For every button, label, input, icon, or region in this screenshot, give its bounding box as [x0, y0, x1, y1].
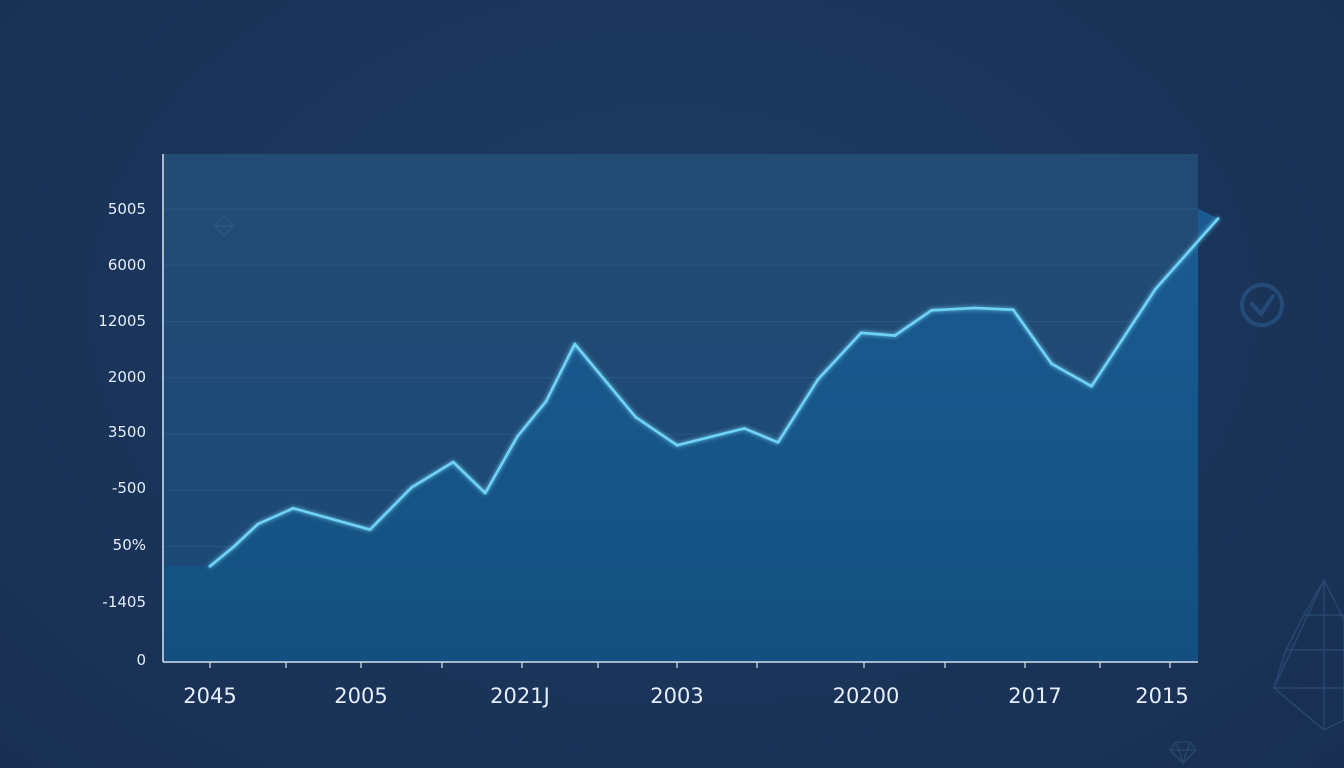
data-point — [743, 427, 746, 430]
y-tick-label: -500 — [112, 479, 146, 497]
x-tick-label: 20200 — [833, 684, 900, 708]
data-point — [410, 486, 413, 489]
data-point — [291, 506, 295, 510]
data-point — [634, 415, 637, 419]
data-point — [675, 443, 679, 447]
data-point — [930, 308, 933, 312]
check-circle-icon — [1240, 283, 1284, 327]
data-point — [483, 491, 487, 495]
y-tick-label: 6000 — [108, 256, 146, 274]
x-tick-label: 2017 — [1008, 684, 1061, 708]
y-tick-label: 3500 — [108, 423, 146, 441]
data-point — [973, 306, 977, 310]
gem-icon — [1169, 741, 1197, 766]
data-point — [1216, 217, 1220, 221]
x-tick-label: 2005 — [334, 684, 387, 708]
diamond-icon — [213, 214, 235, 238]
data-point — [232, 545, 236, 548]
data-point — [544, 400, 548, 403]
data-point — [1154, 287, 1157, 291]
y-tick-label: 12005 — [98, 312, 146, 330]
y-tick-label: -1405 — [102, 593, 146, 611]
data-point — [368, 528, 372, 531]
x-tick-label: 2003 — [650, 684, 703, 708]
data-point — [573, 342, 577, 346]
data-point — [208, 564, 212, 568]
data-points — [208, 217, 1220, 568]
y-tick-label: 50% — [113, 536, 146, 554]
data-point — [1090, 384, 1093, 388]
data-point — [776, 441, 780, 444]
x-tick-label: 2015 — [1135, 684, 1188, 708]
y-tick-label: 2000 — [108, 368, 146, 386]
data-point — [1011, 308, 1015, 312]
data-point — [893, 334, 897, 337]
x-tick-label: 2045 — [183, 684, 236, 708]
y-tick-label: 0 — [136, 651, 146, 669]
data-point — [1050, 362, 1053, 366]
y-tick-label: 5005 — [108, 200, 146, 218]
x-tick-labels: 2045 2005 2021J 2003 20200 2017 2015 — [183, 684, 1188, 708]
x-tick-label: 2021J — [490, 684, 550, 708]
tick-marks — [209, 662, 1171, 668]
y-tick-labels: 5005 6000 12005 2000 3500 -500 50% -1405… — [98, 200, 146, 669]
data-point — [451, 460, 455, 464]
data-point — [859, 331, 863, 335]
pyramid-icon — [1272, 578, 1344, 731]
data-point — [515, 435, 519, 439]
series-area — [163, 208, 1218, 661]
data-point — [816, 378, 820, 381]
data-point — [256, 522, 260, 526]
